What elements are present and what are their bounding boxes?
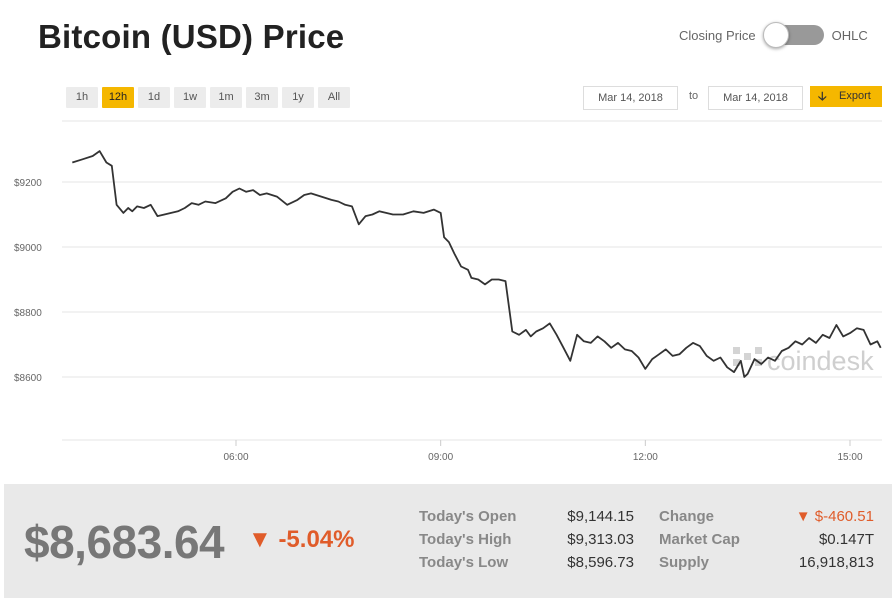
- y-axis: $8600 $8800 $9000 $9200: [14, 178, 42, 384]
- coindesk-watermark: coindesk: [733, 346, 874, 376]
- range-button-3m[interactable]: 3m: [246, 87, 278, 108]
- price-change-percent: ▼ -5.04%: [248, 526, 354, 554]
- range-button-1d[interactable]: 1d: [138, 87, 170, 108]
- download-arrow-icon: 🡣: [818, 89, 827, 103]
- range-button-12h[interactable]: 12h: [102, 87, 134, 108]
- date-to-label: to: [689, 90, 699, 102]
- coindesk-logo-icon: [733, 347, 762, 366]
- page-title: Bitcoin (USD) Price: [38, 18, 345, 55]
- x-axis: 06:00 09:00 12:00 15:00: [223, 440, 863, 463]
- current-price: $8,683.64: [24, 516, 225, 568]
- closing-price-label: Closing Price: [679, 27, 756, 43]
- change-value: ▼ $-460.51: [795, 508, 874, 525]
- change-label: Change: [659, 508, 715, 525]
- range-button-1m[interactable]: 1m: [210, 87, 242, 108]
- supply-label: Supply: [659, 554, 710, 571]
- price-mode-toggle-group: Closing Price OHLC: [679, 20, 868, 50]
- market-cap-label: Market Cap: [659, 531, 740, 548]
- market-cap-value: $0.147T: [818, 531, 874, 548]
- export-label: Export: [839, 90, 871, 102]
- date-to-field[interactable]: Mar 14, 2018: [708, 86, 803, 110]
- todays-high-value: $9,313.03: [567, 531, 634, 548]
- range-button-1y[interactable]: 1y: [282, 87, 314, 108]
- y-tick-label: $8800: [14, 308, 42, 319]
- range-button-all[interactable]: All: [318, 87, 350, 108]
- summary-panel: $8,683.64 ▼ -5.04% Today's Open $9,144.1…: [4, 484, 892, 598]
- ohlc-label: OHLC: [831, 27, 868, 43]
- range-button-1h[interactable]: 1h: [66, 87, 98, 108]
- y-tick-label: $8600: [14, 373, 42, 384]
- chart-grid: [62, 120, 882, 441]
- todays-high-label: Today's High: [419, 531, 512, 548]
- todays-low-value: $8,596.73: [567, 554, 634, 571]
- todays-low-label: Today's Low: [419, 554, 509, 571]
- x-tick-label: 15:00: [837, 452, 862, 463]
- x-tick-label: 09:00: [428, 452, 453, 463]
- export-button[interactable]: 🡣 Export: [810, 86, 882, 107]
- price-series-line: [72, 150, 882, 378]
- todays-open-value: $9,144.15: [567, 508, 634, 525]
- todays-open-label: Today's Open: [419, 508, 517, 525]
- toggle-knob[interactable]: [762, 22, 789, 48]
- time-range-selector: 1h 12h 1d 1w 1m 3m 1y All: [66, 87, 354, 108]
- supply-value: 16,918,813: [798, 554, 874, 571]
- change-percent-value: -5.04%: [278, 526, 355, 553]
- x-tick-label: 12:00: [633, 452, 658, 463]
- date-from-field[interactable]: Mar 14, 2018: [583, 86, 678, 110]
- y-tick-label: $9000: [14, 243, 42, 254]
- x-tick-label: 06:00: [223, 452, 248, 463]
- price-mode-toggle[interactable]: [762, 22, 824, 48]
- y-tick-label: $9200: [14, 178, 42, 189]
- price-chart: $8600 $8800 $9000 $9200 06:00 09:00 12:00 15:0…: [14, 120, 882, 463]
- watermark-text: coindesk: [767, 346, 874, 376]
- down-arrow-icon: ▼: [248, 526, 272, 553]
- range-button-1w[interactable]: 1w: [174, 87, 206, 108]
